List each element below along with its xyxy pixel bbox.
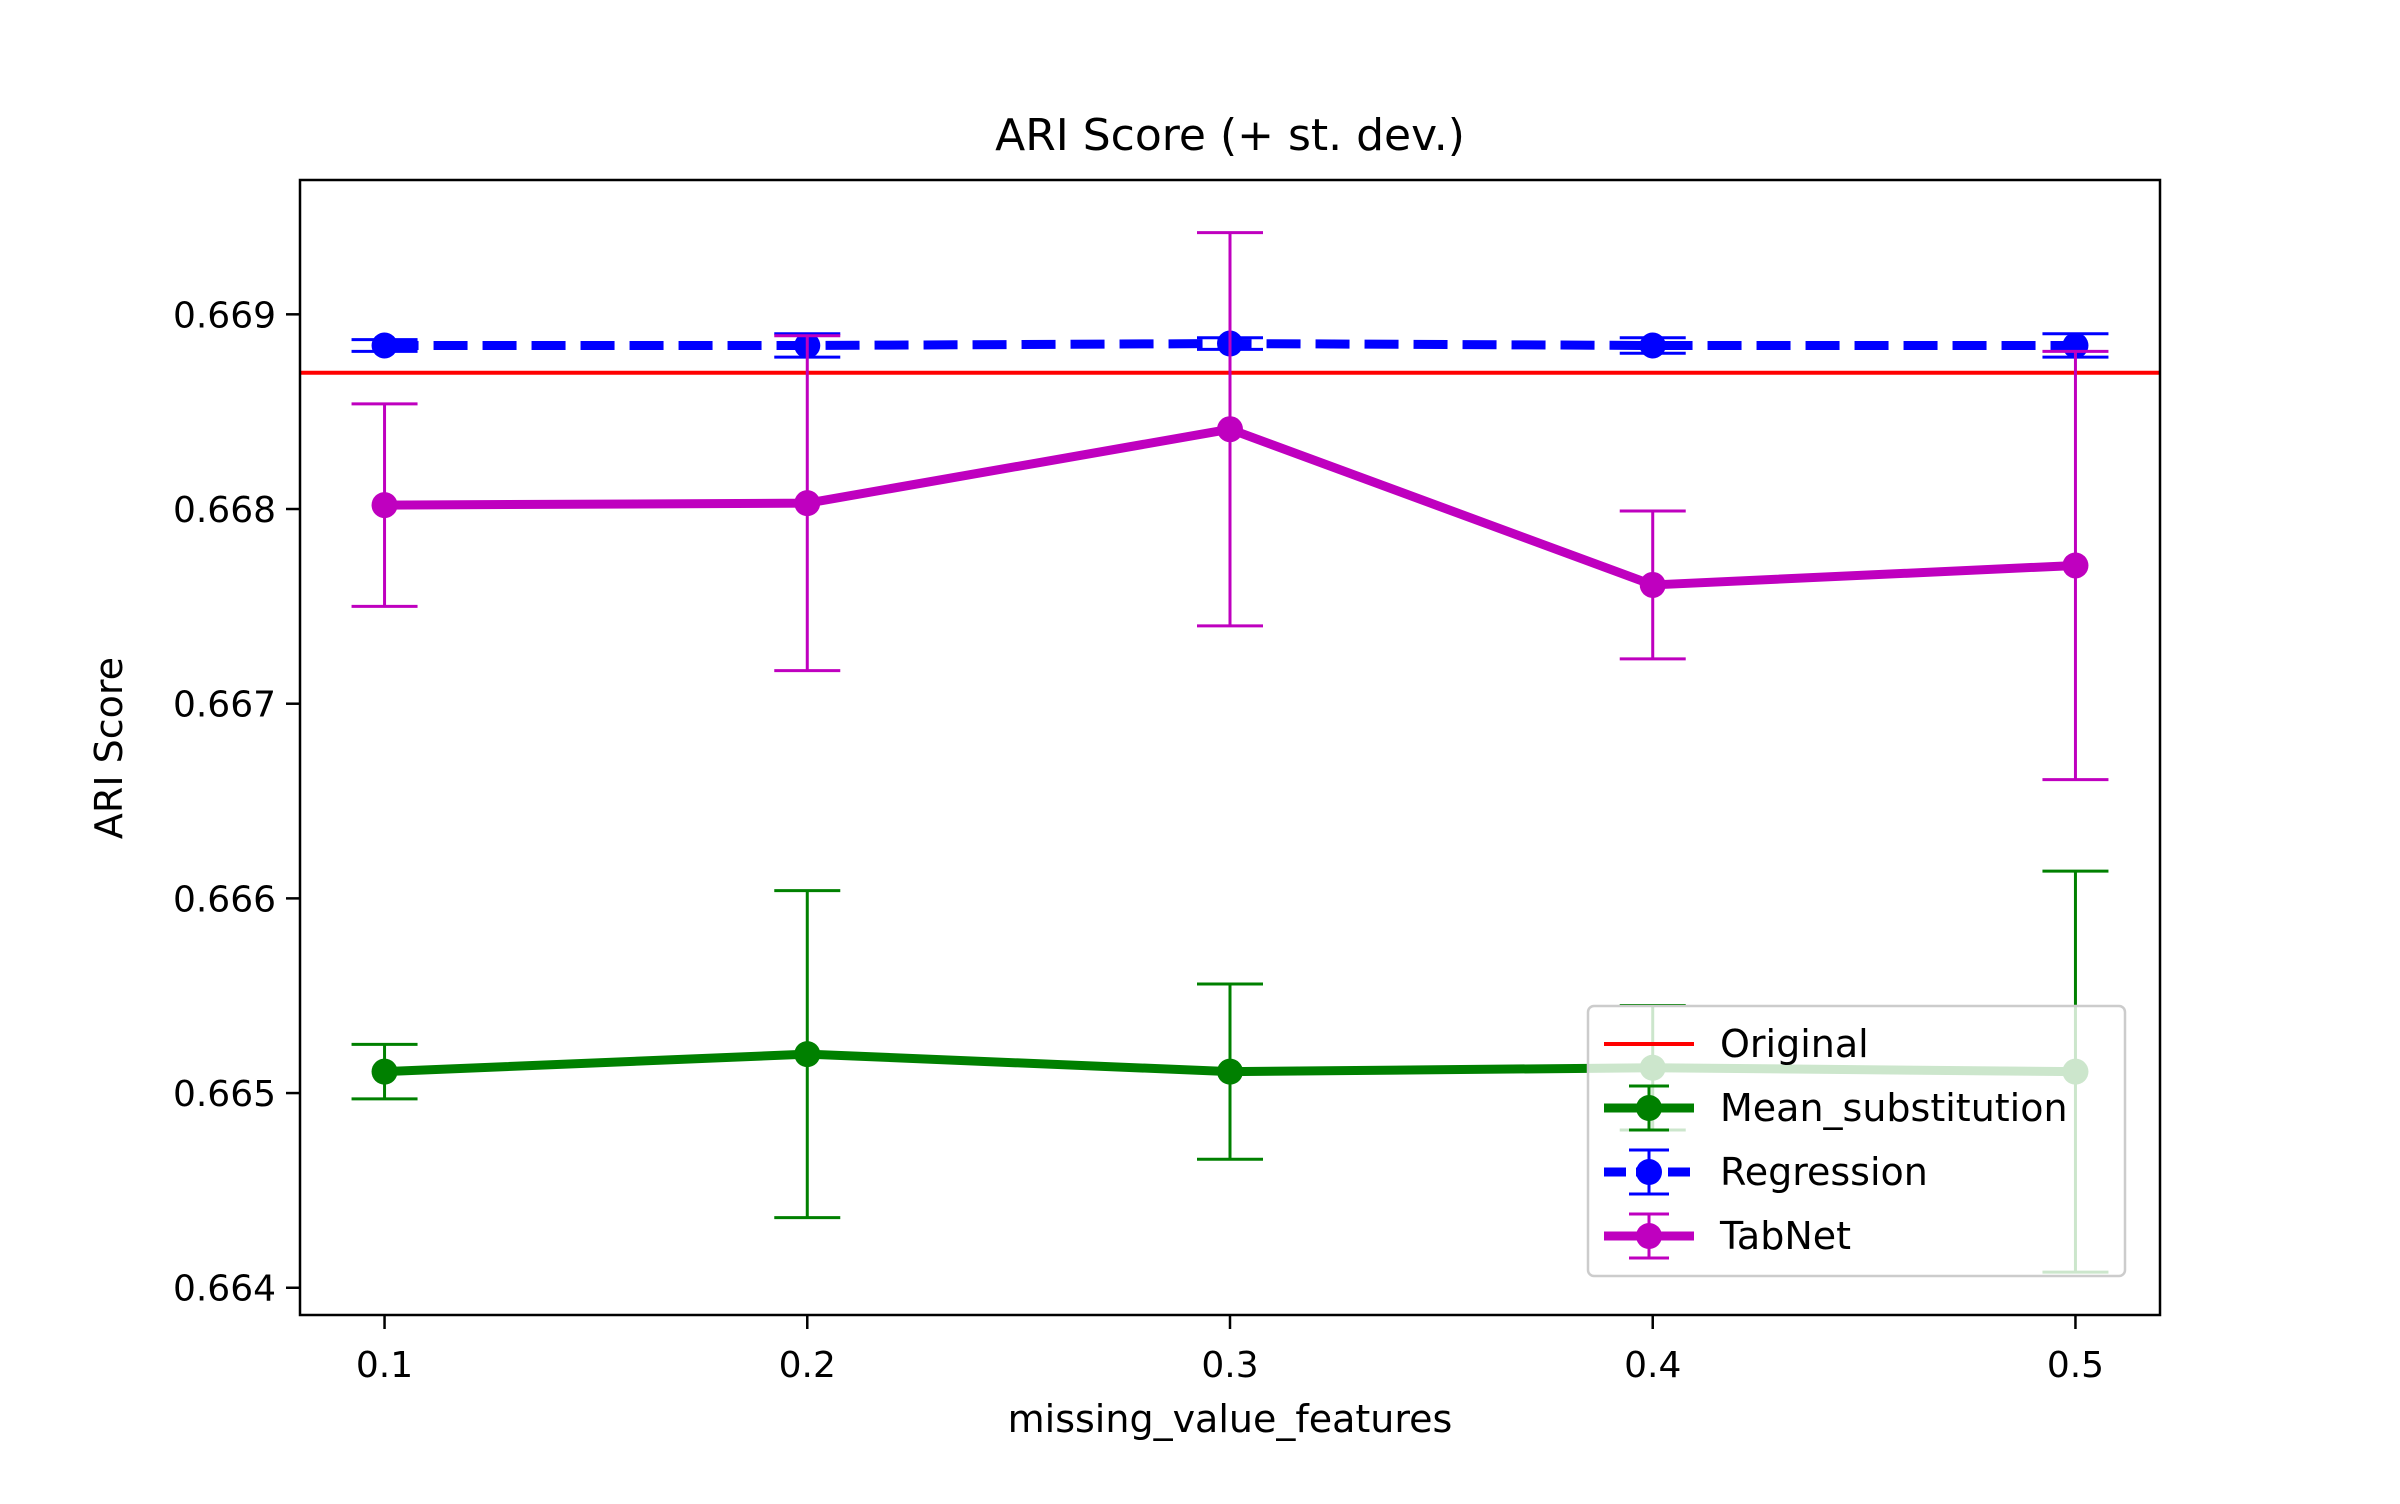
y-tick-label: 0.666 <box>173 879 276 920</box>
legend-label-tabnet: TabNet <box>1719 1214 1851 1258</box>
data-point-mean-substitution <box>794 1041 821 1068</box>
legend-box <box>1586 1004 2127 1278</box>
data-point-tabnet <box>1639 571 1666 598</box>
legend: Original Mean_substitution Regression TabNe… <box>1586 1004 2127 1278</box>
data-point-tabnet <box>1217 416 1243 443</box>
x-tick-label: 0.3 <box>1201 1345 1258 1386</box>
legend-label-mean-substitution: Mean_substitution <box>1720 1086 2068 1130</box>
legend-item-regression: Regression <box>1604 1148 1928 1196</box>
legend-item-original: Original <box>1604 1022 1869 1066</box>
data-point-tabnet <box>794 490 821 517</box>
legend-marker-mean-substitution <box>1636 1095 1662 1121</box>
data-point-tabnet <box>2062 552 2089 579</box>
data-point-regression <box>371 332 398 359</box>
axis-ticks: 0.1 0.2 0.3 0.4 0.5 0.664 0.665 0.666 0.667 0.668… <box>173 295 2104 1386</box>
series-tabnet <box>351 231 2109 782</box>
x-tick-label: 0.2 <box>779 1345 836 1386</box>
x-tick-label: 0.5 <box>2047 1345 2104 1386</box>
legend-item-mean-substitution: Mean_substitution <box>1604 1084 2068 1132</box>
data-point-regression <box>1639 332 1666 359</box>
y-axis-label: ARI Score <box>87 657 131 839</box>
y-tick-label: 0.668 <box>173 490 276 531</box>
data-point-mean-substitution <box>1217 1058 1243 1085</box>
y-tick-label: 0.665 <box>173 1074 276 1115</box>
legend-label-regression: Regression <box>1720 1150 1928 1194</box>
data-point-mean-substitution <box>371 1058 398 1085</box>
legend-marker-regression <box>1636 1159 1662 1185</box>
x-tick-label: 0.1 <box>356 1345 413 1386</box>
chart-title: ARI Score (+ st. dev.) <box>995 110 1465 161</box>
x-tick-label: 0.4 <box>1624 1345 1681 1386</box>
x-axis-label: missing_value_features <box>1008 1397 1453 1441</box>
y-tick-label: 0.667 <box>173 685 276 726</box>
legend-marker-tabnet <box>1636 1223 1662 1249</box>
legend-label-original: Original <box>1720 1022 1869 1066</box>
y-tick-label: 0.664 <box>173 1269 276 1310</box>
data-point-tabnet <box>371 492 398 519</box>
legend-item-tabnet: TabNet <box>1604 1212 1851 1260</box>
y-tick-label: 0.669 <box>173 295 276 336</box>
